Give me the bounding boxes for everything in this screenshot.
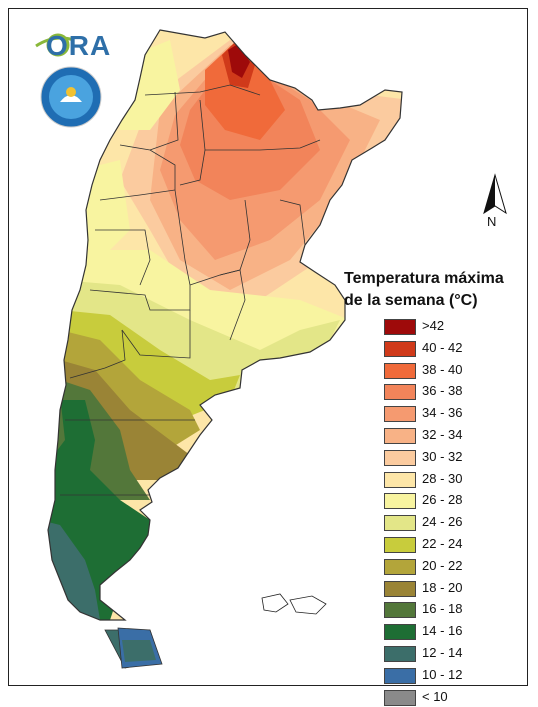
legend-label: 12 - 14	[422, 645, 463, 660]
legend-swatch	[384, 558, 416, 575]
legend-item: 32 - 34	[384, 427, 462, 445]
tierra-del-fuego-band	[122, 640, 156, 662]
legend-item: 28 - 30	[384, 471, 462, 489]
legend-title-line2: de la semana (°C)	[344, 292, 478, 309]
legend-item: 24 - 26	[384, 514, 462, 532]
legend-label: 10 - 12	[422, 666, 463, 682]
legend-label: 20 - 22	[422, 557, 463, 573]
legend-label: 22 - 24	[422, 536, 463, 551]
legend-swatch	[384, 406, 416, 423]
legend-item: 30 - 32	[384, 449, 462, 467]
smn-logo	[40, 66, 102, 128]
legend-swatch	[384, 362, 416, 379]
legend-label: 18 - 20	[422, 579, 463, 595]
legend-swatch	[384, 580, 416, 597]
legend-swatch	[384, 428, 416, 444]
legend-swatch	[384, 449, 416, 466]
legend-label: >42	[422, 318, 445, 333]
legend-label: 32 - 34	[422, 427, 463, 442]
legend-item: 34 - 36	[384, 405, 462, 423]
legend-item: 20 - 22	[384, 558, 462, 576]
legend-swatch	[384, 602, 416, 619]
legend-swatch	[384, 646, 416, 662]
legend-swatch	[384, 624, 416, 641]
legend-swatch	[384, 319, 416, 335]
legend-label: 36 - 38	[422, 383, 463, 399]
ora-logo	[35, 33, 75, 57]
legend-label: < 10	[422, 688, 448, 704]
legend-item: 10 - 12	[384, 667, 462, 685]
legend-title-line1: Temperatura máxima	[344, 270, 504, 287]
legend-swatch	[384, 537, 416, 553]
legend-swatch	[384, 340, 416, 357]
legend-item: 40 - 42	[384, 340, 462, 358]
legend-item: 18 - 20	[384, 580, 462, 598]
legend-swatch	[384, 689, 416, 706]
legend-item: >42	[384, 318, 444, 336]
north-label: N	[487, 214, 497, 229]
legend-label: 16 - 18	[422, 601, 463, 617]
legend-label: 28 - 30	[422, 470, 463, 486]
legend-item: 16 - 18	[384, 601, 462, 619]
legend-label: 30 - 32	[422, 448, 463, 464]
legend-label: 24 - 26	[422, 514, 463, 530]
ora-logo-text: ORA	[46, 30, 112, 61]
legend-swatch	[384, 667, 416, 684]
legend-item: 38 - 40	[384, 362, 462, 380]
legend-swatch	[384, 471, 416, 488]
legend-swatch	[384, 515, 416, 532]
legend-label: 34 - 36	[422, 405, 463, 421]
legend-swatch	[384, 493, 416, 510]
legend-label: 26 - 28	[422, 492, 463, 508]
legend-item: < 10	[384, 689, 448, 707]
legend-label: 38 - 40	[422, 361, 463, 377]
legend-swatch	[384, 384, 416, 401]
legend-label: 14 - 16	[422, 623, 463, 639]
legend-title: Temperatura máxima de la semana (°C)	[344, 268, 534, 312]
legend-item: 12 - 14	[384, 645, 462, 663]
legend-item: 14 - 16	[384, 623, 462, 641]
legend-item: 26 - 28	[384, 492, 462, 510]
legend-item: 22 - 24	[384, 536, 462, 554]
north-arrow-icon	[483, 173, 507, 215]
legend-item: 36 - 38	[384, 383, 462, 401]
legend-label: 40 - 42	[422, 339, 463, 355]
malvinas-islands	[261, 593, 327, 615]
